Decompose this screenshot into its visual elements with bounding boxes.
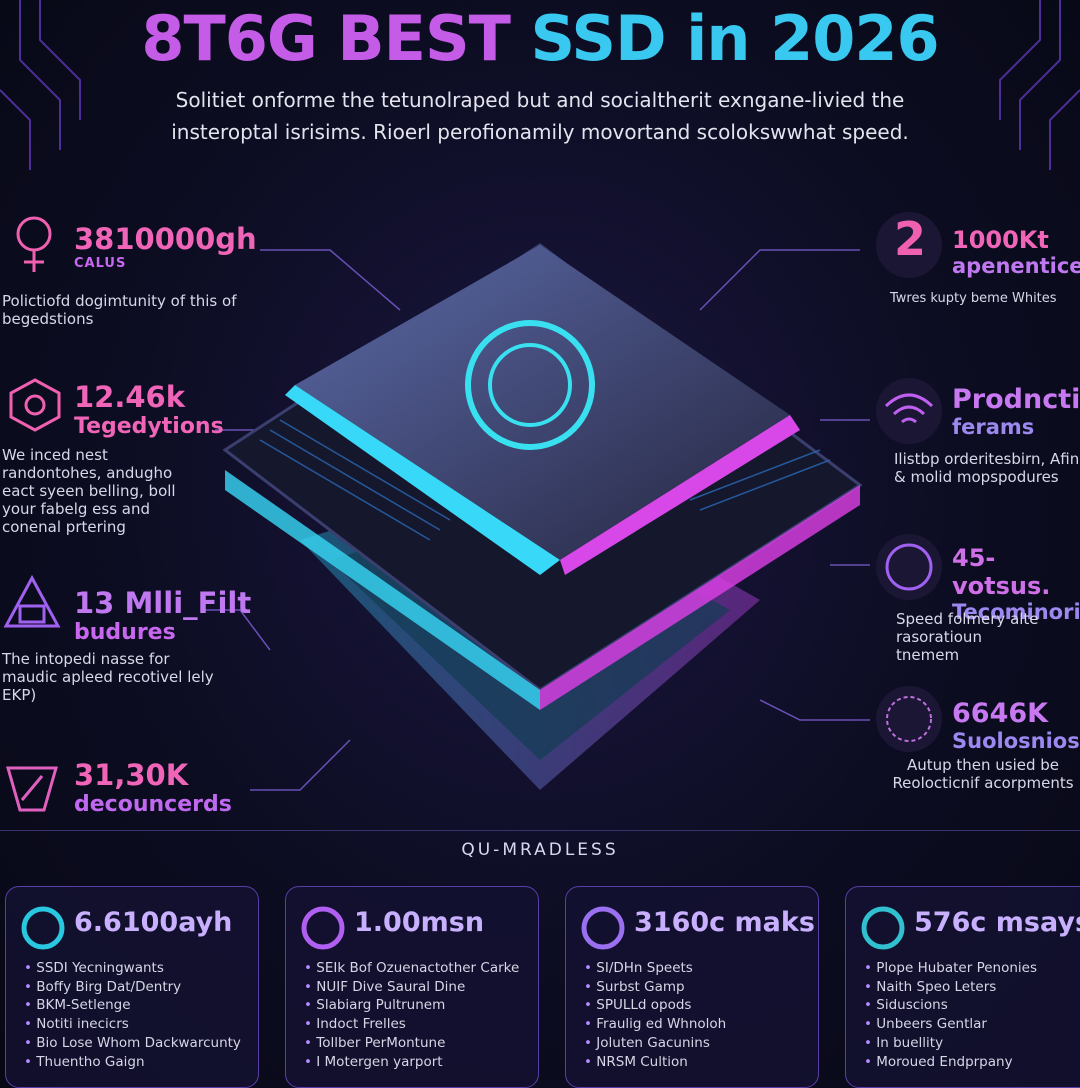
stat: 13 Mlli_Filt budures <box>74 586 251 645</box>
stat-description: The intopedi nasse for maudic apleed rec… <box>2 650 214 704</box>
stat-value: 45-votsus. <box>952 544 1051 600</box>
stat: 3810000gh CALUS <box>74 222 257 271</box>
card-item: Slabiarg Pultrunem <box>304 996 519 1015</box>
card-item: SPULLd opods <box>584 996 726 1015</box>
stat: Prodnctiveferams <box>952 384 1080 439</box>
stat-icon-text: 2 <box>893 212 926 266</box>
stat-icon <box>3 574 61 628</box>
stat-label: decouncerds <box>74 792 232 817</box>
stat-icon <box>876 212 942 278</box>
stat-icon <box>876 686 942 752</box>
stat-value: Prodnctive <box>952 384 1080 415</box>
stat-label: Tegedytions <box>74 414 224 439</box>
stat-value: 12.46k <box>74 380 186 414</box>
stat-value: 3810000gh <box>74 222 257 256</box>
card-item: Naith Speo Leters <box>864 978 1037 997</box>
title-part: SSD in 2026 <box>530 2 940 75</box>
stat-value: 1000Kt <box>952 226 1049 254</box>
stat: 45-votsus. Tecominorit <box>952 544 1080 624</box>
card-list: Plope Hubater PenoniesNaith Speo LetersS… <box>864 959 1037 1071</box>
card-item: Siduscions <box>864 996 1037 1015</box>
title: 8T6G BEST SSD in 2026 <box>0 2 1080 75</box>
card-item: In buellity <box>864 1034 1037 1053</box>
stat-label: CALUS <box>74 256 127 271</box>
card-item: SEIk Bof Ozuenactother Carke <box>304 959 519 978</box>
stat-label: budures <box>74 620 176 645</box>
card-item: Fraulig ed Whnoloh <box>584 1015 726 1034</box>
card: 3160c maks SI/DHn SpeetsSurbst GampSPULLd… <box>565 886 819 1088</box>
card-title: 6.6100ayh <box>74 907 233 938</box>
card-item: Tollber PerMontune <box>304 1034 519 1053</box>
card-item: Notiti inecicrs <box>24 1015 241 1034</box>
stat-icon <box>6 766 58 812</box>
card: 576c msays Plope Hubater PenoniesNaith Sp… <box>845 886 1080 1088</box>
stat: 12.46k Tegedytions <box>74 380 224 439</box>
card-icon <box>581 906 625 950</box>
card-item: Moroued Endprpany <box>864 1053 1037 1072</box>
card-list: SI/DHn SpeetsSurbst GampSPULLd opodsFrau… <box>584 959 726 1071</box>
card-item: Indoct Frelles <box>304 1015 519 1034</box>
card-item: SI/DHn Speets <box>584 959 726 978</box>
card-icon <box>301 906 345 950</box>
card-item: Surbst Gamp <box>584 978 726 997</box>
title-part: 8T6G BEST <box>141 2 511 75</box>
stat-value: 6646K <box>952 698 1049 729</box>
stat-label: apenentice <box>952 254 1080 278</box>
card: 6.6100ayh SSDI YecningwantsBoffy Birg Dat… <box>5 886 259 1088</box>
stat-label: ferams <box>952 415 1035 439</box>
stat-description: Twres kupty beme Whites <box>890 291 1057 306</box>
card-item: NUIF Dive Saural Dine <box>304 978 519 997</box>
card-title: 576c msays <box>914 907 1080 938</box>
card-list: SSDI YecningwantsBoffy Birg Dat/DentryBK… <box>24 959 241 1071</box>
stat-icon <box>876 378 942 444</box>
stat-value: 13 Mlli_Filt <box>74 586 252 620</box>
card-item: Boffy Birg Dat/Dentry <box>24 978 241 997</box>
stat: 31,30K decouncerds <box>74 758 232 817</box>
stat-description: Polictiofd dogimtunity of this of begeds… <box>2 292 237 328</box>
stat-value: 31,30K <box>74 758 189 792</box>
stat-label: Suolosnios <box>952 729 1080 753</box>
stat-icon <box>9 378 61 432</box>
card-item: Unbeers Gentlar <box>864 1015 1037 1034</box>
subtitle: insteroptal isrisims. Rioerl perofionami… <box>171 120 909 144</box>
card: 1.00msn SEIk Bof Ozuenactother CarkeNUIF … <box>285 886 539 1088</box>
card-item: SSDI Yecningwants <box>24 959 241 978</box>
card-title: 3160c maks <box>634 907 815 938</box>
divider-label: QU-MRADLESS <box>461 840 619 860</box>
stat-description: Speed folmery alte rasoratioun tnemem <box>896 610 1039 664</box>
stat-icon <box>16 216 52 272</box>
card-list: SEIk Bof Ozuenactother CarkeNUIF Dive Sa… <box>304 959 519 1071</box>
stat-label: Tecominorit <box>952 600 1080 624</box>
card-item: Thuentho Gaign <box>24 1053 241 1072</box>
card-icon <box>861 906 905 950</box>
card-item: Joluten Gacunins <box>584 1034 726 1053</box>
card-item: Bio Lose Whom Dackwarcunty <box>24 1034 241 1053</box>
subtitle: Solitiet onforme the tetunolraped but an… <box>175 88 905 112</box>
stat: 6646K Suolosnios <box>952 698 1080 753</box>
card-item: Plope Hubater Penonies <box>864 959 1037 978</box>
stat-icon <box>876 534 942 600</box>
stat-description: Autup then usied be Reolocticnif acorpme… <box>892 756 1074 792</box>
stat: 1000Kt apenentice <box>952 226 1080 278</box>
card-icon <box>21 906 65 950</box>
stat-description: Ilistbp orderitesbirn, Afin & molid mops… <box>894 450 1080 486</box>
stat-description: We inced nest randontohes, andugho eact … <box>2 446 176 536</box>
card-title: 1.00msn <box>354 907 485 938</box>
card-item: NRSM Cultion <box>584 1053 726 1072</box>
card-item: BKM-Setlenge <box>24 996 241 1015</box>
card-item: I Motergen yarport <box>304 1053 519 1072</box>
